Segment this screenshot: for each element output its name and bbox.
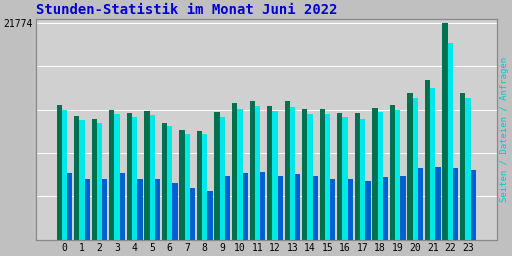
Bar xyxy=(132,117,137,240)
Bar xyxy=(260,172,265,240)
Bar xyxy=(418,168,423,240)
Bar xyxy=(167,126,173,240)
Bar xyxy=(109,110,115,240)
Bar xyxy=(225,176,230,240)
Bar xyxy=(295,174,301,240)
Bar xyxy=(413,98,418,240)
Bar xyxy=(343,117,348,240)
Bar xyxy=(137,179,142,240)
Bar xyxy=(220,117,225,240)
Bar xyxy=(465,98,471,240)
Bar xyxy=(377,112,383,240)
Bar xyxy=(430,88,435,240)
Bar xyxy=(460,93,465,240)
Bar xyxy=(290,107,295,240)
Bar xyxy=(447,43,453,240)
Bar xyxy=(395,110,400,240)
Bar xyxy=(92,119,97,240)
Bar xyxy=(325,114,330,240)
Bar xyxy=(372,108,377,240)
Bar xyxy=(442,23,447,240)
Bar xyxy=(337,113,343,240)
Bar xyxy=(471,170,476,240)
Bar xyxy=(237,109,243,240)
Bar xyxy=(120,173,125,240)
Bar xyxy=(307,114,313,240)
Bar xyxy=(57,105,62,240)
Bar xyxy=(202,134,207,240)
Bar xyxy=(67,173,72,240)
Bar xyxy=(330,179,335,240)
Bar xyxy=(348,179,353,240)
Bar xyxy=(155,179,160,240)
Bar xyxy=(144,111,150,240)
Bar xyxy=(243,173,248,240)
Bar xyxy=(285,101,290,240)
Bar xyxy=(185,134,190,240)
Bar xyxy=(207,191,212,240)
Bar xyxy=(190,188,195,240)
Bar xyxy=(355,113,360,240)
Bar xyxy=(79,120,84,240)
Bar xyxy=(408,93,413,240)
Bar xyxy=(84,179,90,240)
Bar xyxy=(365,181,371,240)
Bar xyxy=(267,106,272,240)
Bar xyxy=(74,116,79,240)
Bar xyxy=(162,123,167,240)
Bar xyxy=(302,109,307,240)
Bar xyxy=(313,176,318,240)
Bar xyxy=(62,110,67,240)
Bar xyxy=(383,177,388,240)
Bar xyxy=(453,168,458,240)
Bar xyxy=(179,130,185,240)
Bar xyxy=(278,176,283,240)
Bar xyxy=(173,183,178,240)
Bar xyxy=(425,80,430,240)
Text: Stunden-Statistik im Monat Juni 2022: Stunden-Statistik im Monat Juni 2022 xyxy=(36,4,337,17)
Bar xyxy=(249,101,255,240)
Bar xyxy=(127,113,132,240)
Bar xyxy=(390,105,395,240)
Y-axis label: Seiten / Dateien / Anfragen: Seiten / Dateien / Anfragen xyxy=(500,57,508,202)
Bar xyxy=(197,131,202,240)
Bar xyxy=(272,111,278,240)
Bar xyxy=(360,119,365,240)
Bar xyxy=(150,115,155,240)
Bar xyxy=(97,123,102,240)
Bar xyxy=(435,167,441,240)
Bar xyxy=(232,103,237,240)
Bar xyxy=(215,112,220,240)
Bar xyxy=(115,114,120,240)
Bar xyxy=(400,176,406,240)
Bar xyxy=(255,106,260,240)
Bar xyxy=(319,109,325,240)
Bar xyxy=(102,179,108,240)
